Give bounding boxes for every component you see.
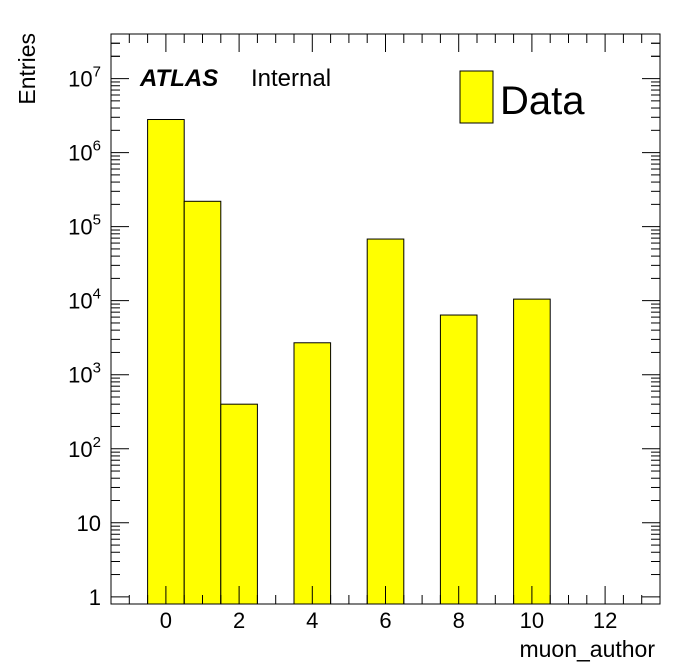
y-tick-label: 105 <box>68 212 101 240</box>
x-tick-label: 2 <box>233 608 245 633</box>
x-tick-label: 0 <box>160 608 172 633</box>
x-tick-label: 12 <box>593 608 617 633</box>
legend: Data <box>459 70 585 124</box>
histogram-bar <box>366 238 405 605</box>
histogram-bar <box>293 342 332 605</box>
internal-label: Internal <box>251 65 331 92</box>
y-tick-label: 10 <box>77 511 101 536</box>
legend-swatch-data <box>459 70 494 124</box>
x-axis-title: muon_author <box>519 636 655 662</box>
ticks-layer <box>110 33 661 604</box>
histogram-bar <box>439 314 478 605</box>
atlas-label: ATLAS <box>139 65 218 92</box>
y-tick-label: 104 <box>68 286 101 314</box>
y-tick-label: 1 <box>89 585 101 610</box>
tick-labels-layer: 0 2 4 6 8 10 12 1 10 102 103 104 105 106 107 <box>68 64 617 633</box>
histogram-bar <box>147 119 185 605</box>
y-tick-label: 103 <box>68 360 101 388</box>
legend-label-data: Data <box>500 79 585 123</box>
x-tick-label: 8 <box>453 608 465 633</box>
y-tick-label: 102 <box>68 434 101 462</box>
x-tick-label: 6 <box>379 608 391 633</box>
y-tick-label: 106 <box>68 138 101 166</box>
y-tick-label: 107 <box>68 64 101 92</box>
histogram-bar <box>220 403 258 605</box>
histogram-bar <box>183 200 222 605</box>
bars-layer <box>147 119 551 605</box>
x-tick-label: 4 <box>306 608 318 633</box>
histogram-bar <box>513 298 551 605</box>
y-axis-title: Entries <box>14 33 40 105</box>
x-tick-label: 10 <box>520 608 544 633</box>
